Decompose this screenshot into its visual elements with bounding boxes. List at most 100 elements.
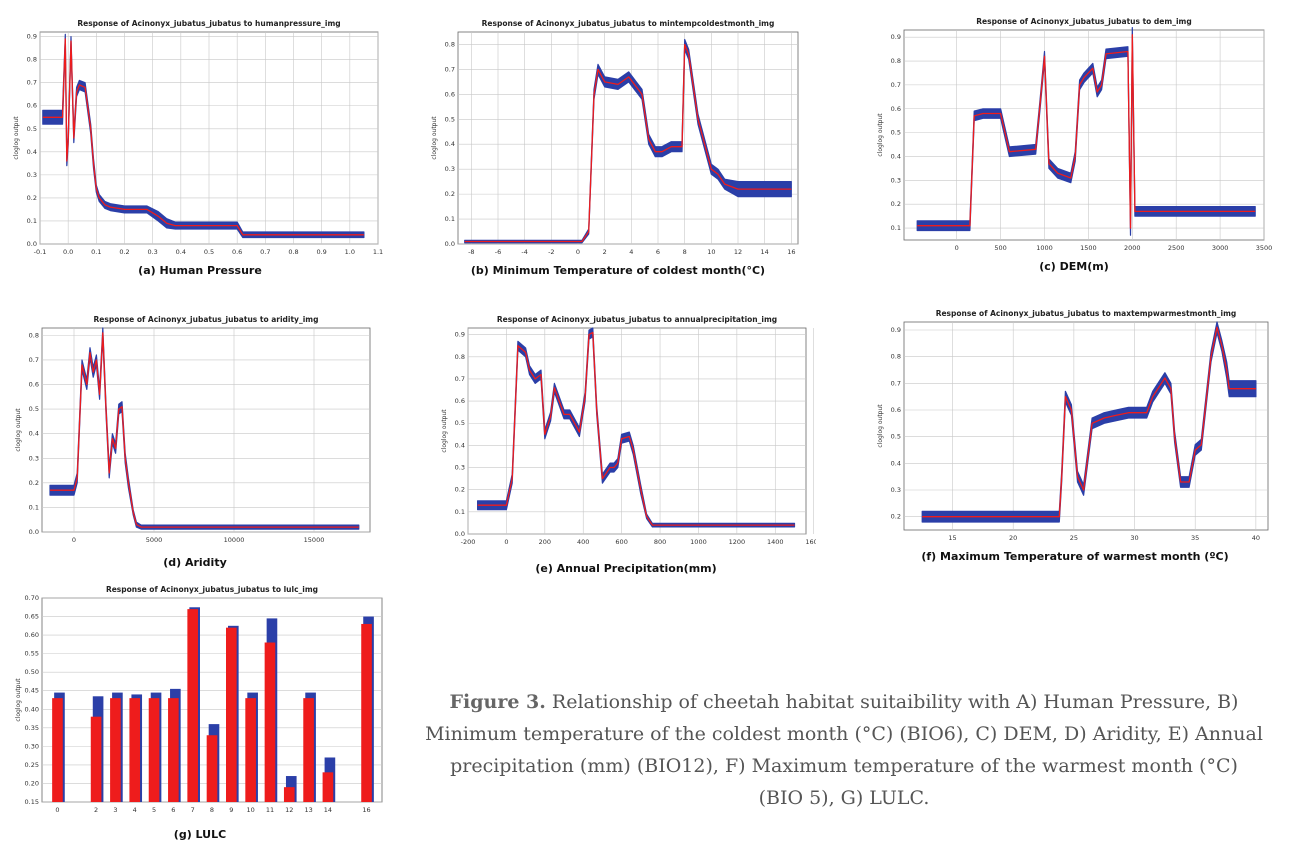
bar-mean [168,698,179,802]
y-tick-label: 0.1 [891,224,901,232]
y-tick-label: 0.9 [891,326,901,334]
x-tick-label: -8 [468,248,474,256]
plot-frame [467,327,807,535]
chart-max-temperature: Response of Acinonyx_jubatus_jubatus to … [877,309,1269,542]
y-tick-label: 0.7 [27,79,37,87]
x-tick-label: 15000 [304,536,325,544]
x-tick-label: 11 [266,806,274,814]
confidence-band [921,321,1257,523]
panel-a: Response of Acinonyx_jubatus_jubatus to … [10,14,390,270]
caption-c: (c) DEM(m) [1039,260,1109,273]
y-tick-label: 0.7 [455,375,465,383]
y-tick-label: 0.6 [29,381,39,389]
caption-g: (g) LULC [173,828,227,841]
bar-mean [264,642,276,802]
figure-caption: Figure 3. Relationship of cheetah habita… [425,686,1263,814]
y-axis-label: cloglog output [15,678,22,722]
x-tick-label: 0 [504,538,508,546]
confidence-band [464,38,792,244]
y-tick-label: 0.6 [455,397,465,405]
response-line [50,332,359,528]
bar-mean [226,627,237,802]
chart-title: Response of Acinonyx_jubatus_jubatus to … [77,19,340,28]
plot-frame [457,31,799,245]
y-tick-label: 0.2 [27,194,37,202]
x-tick-label: 0.8 [288,248,298,256]
y-tick-label: 0.15 [25,798,39,806]
y-tick-label: 0.0 [29,528,39,536]
caption-a: (a) Human Pressure [138,264,262,277]
y-axis-label: cloglog output [877,113,884,157]
y-tick-label: 0.3 [27,171,37,179]
response-line [477,331,795,526]
y-tick-label: 0.5 [27,125,37,133]
y-tick-label: 0.7 [445,65,455,73]
x-tick-label: 1000 [1036,244,1053,252]
y-tick-label: 0.1 [445,215,455,223]
bar-mean [322,772,334,802]
y-tick-label: 0.2 [445,190,455,198]
x-tick-label: 14 [761,248,769,256]
x-tick-label: -0.1 [34,248,47,256]
y-tick-label: 0.3 [891,176,901,184]
bar-mean [148,698,160,802]
chart-title: Response of Acinonyx_jubatus_jubatus to … [106,585,318,594]
y-axis-label: cloglog output [877,404,884,448]
bar-mean [303,698,314,802]
x-tick-label: 0.2 [119,248,129,256]
x-tick-label: -2 [548,248,554,256]
y-tick-label: 0.25 [25,761,39,769]
y-tick-label: 0.3 [455,464,465,472]
x-tick-label: 0 [55,806,59,814]
x-tick-label: -6 [495,248,501,256]
y-tick-label: 0.2 [891,513,901,521]
y-tick-label: 0.5 [29,405,39,413]
bar-mean [187,609,198,802]
x-tick-label: 8 [210,806,214,814]
x-tick-label: 13 [304,806,312,814]
panel-f: Response of Acinonyx_jubatus_jubatus to … [870,308,1280,550]
y-tick-label: 0.7 [891,379,901,387]
bar-mean [52,698,63,802]
x-tick-label: 25 [1070,534,1078,542]
chart-lulc: Response of Acinonyx_jubatus_jubatus to … [15,585,383,814]
y-tick-label: 0.4 [891,152,901,160]
y-tick-label: 0.8 [27,56,37,64]
x-tick-label: 4 [629,248,633,256]
x-tick-label: 600 [615,538,627,546]
chart-title: Response of Acinonyx_jubatus_jubatus to … [976,17,1191,26]
y-tick-label: 0.0 [455,530,465,538]
x-tick-label: 1200 [729,538,746,546]
x-tick-label: 4 [133,806,137,814]
x-tick-label: 0.7 [260,248,270,256]
y-tick-label: 0.1 [29,503,39,511]
x-tick-label: 0.6 [232,248,242,256]
bar-mean [206,735,218,802]
x-tick-label: 1.1 [373,248,383,256]
y-tick-label: 0.6 [891,105,901,113]
x-tick-label: 200 [539,538,551,546]
y-tick-label: 0.6 [445,90,455,98]
bar-mean [245,698,256,802]
figure-caption-label: Figure 3. [449,691,546,713]
x-tick-label: 0.1 [91,248,101,256]
response-line [922,326,1256,518]
y-tick-label: 0.8 [891,353,901,361]
y-tick-label: 0.4 [29,430,39,438]
x-tick-label: 35 [1191,534,1199,542]
x-tick-label: 400 [577,538,589,546]
x-tick-label: 6 [656,248,660,256]
x-tick-label: 0.4 [176,248,186,256]
y-tick-label: 0.20 [25,779,39,787]
x-tick-label: 5000 [146,536,163,544]
x-tick-label: 6 [171,806,175,814]
x-tick-label: 40 [1252,534,1260,542]
x-tick-label: 1.0 [345,248,355,256]
x-tick-label: 0 [72,536,76,544]
x-tick-label: 9 [229,806,233,814]
x-tick-label: 14 [324,806,332,814]
x-tick-label: 2500 [1168,244,1185,252]
y-tick-label: 0.9 [455,331,465,339]
y-tick-label: 0.30 [25,742,39,750]
plot-frame [903,29,1265,241]
